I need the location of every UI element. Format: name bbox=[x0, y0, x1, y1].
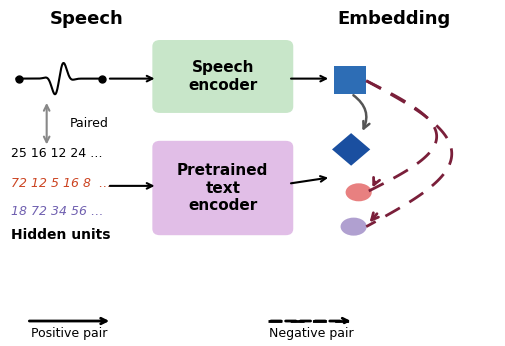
FancyArrowPatch shape bbox=[352, 95, 369, 128]
Polygon shape bbox=[331, 133, 370, 166]
Text: Embedding: Embedding bbox=[337, 10, 449, 28]
Text: Positive pair: Positive pair bbox=[31, 327, 107, 340]
FancyBboxPatch shape bbox=[152, 40, 293, 113]
Text: 25 16 12 24 …: 25 16 12 24 … bbox=[12, 147, 103, 160]
Ellipse shape bbox=[345, 183, 371, 201]
Text: Negative pair: Negative pair bbox=[268, 327, 352, 340]
Ellipse shape bbox=[340, 218, 366, 236]
Text: 72 12 5 16 8  …: 72 12 5 16 8 … bbox=[12, 177, 112, 190]
Text: Pretrained
text
encoder: Pretrained text encoder bbox=[177, 163, 268, 213]
Text: Paired: Paired bbox=[69, 117, 108, 130]
Text: 18 72 34 56 …: 18 72 34 56 … bbox=[12, 205, 104, 218]
Text: Speech
encoder: Speech encoder bbox=[188, 60, 257, 93]
FancyBboxPatch shape bbox=[152, 141, 293, 235]
FancyBboxPatch shape bbox=[333, 66, 366, 94]
Text: Hidden units: Hidden units bbox=[12, 228, 111, 242]
Text: Speech: Speech bbox=[50, 10, 124, 28]
